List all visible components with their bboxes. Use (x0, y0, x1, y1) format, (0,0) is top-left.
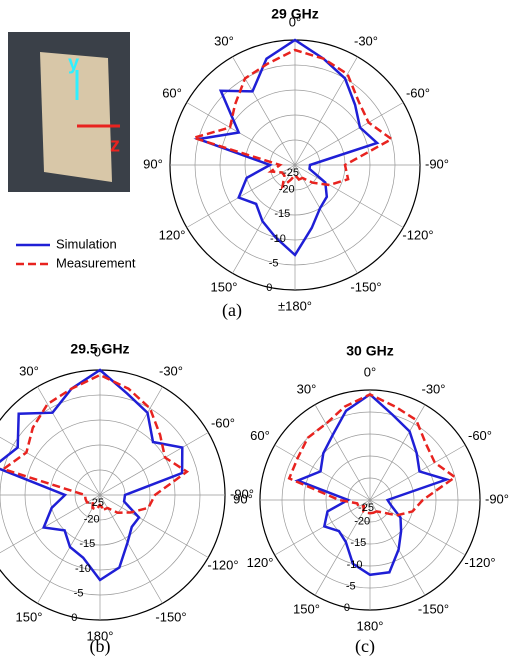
series-line (294, 392, 451, 577)
theta-tick-label: 90° (143, 156, 163, 171)
theta-tick-label: 90° (233, 491, 253, 506)
theta-tick-label: -150° (155, 609, 186, 624)
r-tick-label: 0 (71, 612, 77, 624)
theta-tick-label: 0° (289, 14, 301, 29)
theta-tick-label: 150° (211, 279, 238, 294)
r-tick-label: -25 (283, 167, 299, 179)
grid-spoke (369, 499, 466, 556)
caption: (c) (355, 636, 375, 657)
grid-spoke (0, 436, 101, 496)
theta-tick-label: 0° (94, 344, 106, 359)
grid-spoke (274, 499, 371, 556)
caption: (b) (90, 636, 111, 657)
r-tick-label: -5 (74, 587, 84, 599)
theta-tick-label: -60° (211, 415, 235, 430)
grid-spoke (99, 386, 163, 496)
theta-tick-label: 60° (162, 85, 182, 100)
r-tick-label: -5 (269, 257, 279, 269)
series-line (189, 48, 394, 190)
grid-spoke (369, 404, 426, 501)
r-tick-label: -20 (84, 514, 100, 526)
grid-spoke (99, 494, 163, 604)
r-tick-label: -5 (346, 581, 356, 593)
grid-spoke (274, 444, 371, 501)
theta-tick-label: -120° (464, 555, 495, 570)
theta-tick-label: -60° (468, 428, 492, 443)
grid-spoke (369, 499, 426, 596)
grid-spoke (232, 164, 296, 274)
grid-spoke (369, 444, 466, 501)
chart-title: 29 GHz (271, 6, 318, 22)
r-tick-label: -10 (347, 559, 363, 571)
theta-tick-label: -30° (422, 381, 446, 396)
series-line (193, 38, 380, 257)
r-tick-label: -15 (350, 537, 366, 549)
theta-tick-label: 120° (159, 227, 186, 242)
r-tick-label: -25 (358, 502, 374, 514)
theta-tick-label: -90° (485, 491, 509, 506)
series-line (0, 373, 190, 514)
grid-spoke (294, 164, 358, 274)
legend-label: Simulation (56, 236, 117, 251)
grid-spoke (186, 164, 296, 228)
theta-tick-label: 30° (297, 381, 317, 396)
r-tick-label: 0 (266, 282, 272, 294)
theta-tick-label: 30° (214, 33, 234, 48)
photo-label: z (110, 134, 120, 156)
theta-tick-label: 150° (16, 609, 43, 624)
grid-spoke (294, 56, 358, 166)
photo: y z (8, 32, 130, 192)
grid-spoke (294, 164, 404, 228)
grid-spoke (37, 386, 101, 496)
legend-label: Measurement (56, 255, 136, 270)
r-tick-label: -20 (279, 184, 295, 196)
theta-tick-label: -120° (402, 227, 433, 242)
r-tick-label: 0 (344, 602, 350, 614)
theta-tick-label: 120° (247, 555, 274, 570)
theta-tick-label: 180° (357, 618, 384, 633)
r-tick-label: -10 (75, 563, 91, 575)
grid-spoke (186, 102, 296, 166)
theta-tick-label: -30° (159, 363, 183, 378)
grid-spoke (37, 494, 101, 604)
r-tick-label: -20 (354, 516, 370, 528)
grid-spoke (294, 102, 404, 166)
grid-spoke (232, 56, 296, 166)
theta-tick-label: 0° (364, 364, 376, 379)
theta-tick-label: -90° (425, 156, 449, 171)
chart-title: 29.5 GHz (70, 341, 129, 357)
theta-tick-label: -90° (230, 486, 254, 501)
r-tick-label: -10 (270, 233, 286, 245)
theta-tick-label: -60° (406, 85, 430, 100)
grid-spoke (0, 494, 101, 554)
theta-tick-label: 180° (87, 628, 114, 643)
r-tick-label: -15 (274, 208, 290, 220)
theta-tick-label: 30° (19, 363, 39, 378)
theta-tick-label: 60° (250, 428, 270, 443)
r-tick-label: -25 (88, 497, 104, 509)
photo-board (40, 52, 112, 182)
theta-tick-label: -120° (207, 557, 238, 572)
grid-spoke (314, 499, 371, 596)
caption: (a) (222, 300, 242, 321)
theta-tick-label: -150° (418, 601, 449, 616)
grid-spoke (99, 494, 209, 558)
r-tick-label: -15 (79, 538, 95, 550)
grid-spoke (99, 432, 209, 496)
photo-label: y (68, 52, 80, 74)
theta-tick-label: ±180° (278, 298, 312, 313)
theta-tick-label: -30° (354, 33, 378, 48)
chart-title: 30 GHz (346, 343, 393, 359)
theta-tick-label: -150° (350, 279, 381, 294)
theta-tick-label: 150° (293, 601, 320, 616)
series-line (287, 393, 458, 517)
grid-spoke (314, 404, 371, 501)
